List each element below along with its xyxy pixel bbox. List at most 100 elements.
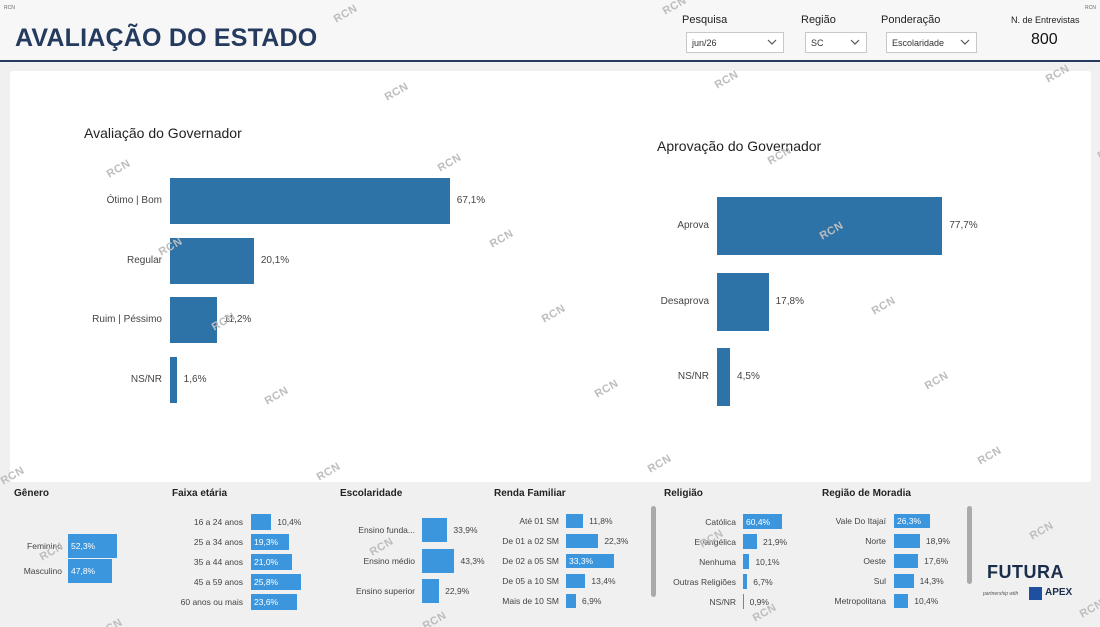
segment-bar <box>894 574 914 588</box>
segment-bar <box>566 514 584 528</box>
segment-value: 10,4% <box>277 517 302 527</box>
value-label: 17,8% <box>775 295 804 307</box>
segment-bar <box>422 548 455 573</box>
bar <box>170 297 217 343</box>
segment-label: De 02 a 05 SM <box>502 556 559 566</box>
segment-label: Masculino <box>23 565 62 576</box>
segment-bar <box>422 518 448 542</box>
bar <box>717 348 731 406</box>
rcn-watermark: RCN <box>1077 597 1100 621</box>
segment-label: 16 a 24 anos <box>193 517 243 527</box>
segment-bar <box>566 594 576 608</box>
value-label: 20,1% <box>260 254 290 266</box>
apex-logo-icon <box>1029 587 1042 600</box>
segment-bar <box>894 554 919 568</box>
value-label: 67,1% <box>456 195 486 206</box>
section-title-renda: Renda Familiar <box>494 488 566 499</box>
value-label: 1,6% <box>183 373 207 385</box>
segment-bar <box>251 594 298 610</box>
regiao-scrollbar[interactable] <box>967 506 972 584</box>
value-label: 77,7% <box>949 220 978 231</box>
corner-mark: RCN <box>1085 5 1096 11</box>
segment-bar <box>894 594 909 608</box>
segment-bar <box>743 534 758 549</box>
segment-label: Nenhuma <box>699 556 736 567</box>
ponderacao-dropdown[interactable]: Escolaridade <box>886 32 977 53</box>
segment-label: Ensino superior <box>355 586 415 596</box>
filter-label-ponderacao: Ponderação <box>881 14 941 26</box>
segment-bar <box>68 534 117 558</box>
category-label: Aprova <box>677 220 709 231</box>
segment-bar <box>566 574 586 588</box>
section-title-religiao: Religião <box>664 488 703 499</box>
segment-label: De 05 a 10 SM <box>502 576 559 586</box>
category-label: Desaprova <box>660 295 709 307</box>
ponderacao-dropdown-value: Escolaridade <box>892 38 945 48</box>
rcn-watermark: RCN <box>1027 519 1056 543</box>
segment-label: 35 a 44 anos <box>193 557 243 567</box>
segment-bar <box>251 554 292 570</box>
partnership-text: partnership with <box>983 591 1019 597</box>
bar <box>717 197 943 255</box>
bar <box>170 178 450 224</box>
chevron-down-icon <box>767 39 777 45</box>
segment-bar <box>251 514 272 530</box>
rcn-watermark: RCN <box>1095 139 1100 163</box>
filter-label-pesquisa: Pesquisa <box>682 14 728 26</box>
segment-value: 18,9% <box>925 536 950 546</box>
segment-value: 14,3% <box>919 576 944 586</box>
regiao-dropdown-value: SC <box>811 38 824 48</box>
page-title: AVALIAÇÃO DO ESTADO <box>15 24 318 52</box>
pesquisa-dropdown[interactable]: jun/26 <box>686 32 784 53</box>
segment-bar <box>566 554 615 568</box>
segment-value: 22,9% <box>445 586 470 596</box>
segment-label: Feminino <box>27 541 62 551</box>
category-label: Regular <box>126 254 162 266</box>
segment-bar <box>743 554 750 569</box>
segment-bar <box>251 574 302 590</box>
segment-label: 60 anos ou mais <box>180 597 243 607</box>
segment-value: 60,4% <box>746 516 771 527</box>
segment-value: 19,3% <box>254 537 279 547</box>
segment-value: 10,1% <box>755 556 780 567</box>
segment-label: Sul <box>873 576 886 586</box>
section-title-genero: Gênero <box>14 488 50 499</box>
bar <box>170 356 177 403</box>
chevron-down-icon <box>850 39 860 45</box>
rcn-watermark: RCN <box>97 616 125 627</box>
chevron-down-icon <box>960 39 970 45</box>
bar <box>717 272 769 331</box>
segment-label: De 01 a 02 SM <box>502 536 559 546</box>
segment-value: 22,3% <box>604 536 629 546</box>
segment-label: Evangélica <box>694 536 736 547</box>
bar <box>170 237 254 284</box>
segment-value: 33,9% <box>453 525 478 535</box>
segment-bar <box>566 534 599 548</box>
governor-evaluation-title: Avaliação do Governador <box>84 125 242 141</box>
value-label: 4,5% <box>737 371 760 382</box>
segment-value: 43,3% <box>460 555 485 566</box>
segment-value: 10,4% <box>914 596 939 606</box>
segment-value: 21,9% <box>763 536 788 547</box>
segment-label: Metropolitana <box>834 596 886 606</box>
segment-label: Outras Religiões <box>673 576 736 587</box>
interviews-label: N. de Entrevistas <box>1011 15 1080 25</box>
segment-label: 25 a 34 anos <box>193 537 243 547</box>
segment-label: Oeste <box>863 556 886 566</box>
segment-label: Vale Do Itajaí <box>835 516 886 526</box>
interviews-value: 800 <box>1031 31 1058 48</box>
apex-logo: APEX <box>1045 587 1073 598</box>
segment-value: 6,9% <box>582 596 602 606</box>
futura-logo: FUTURA <box>987 562 1064 582</box>
religiao-scrollbar[interactable] <box>651 506 656 597</box>
segment-label: Mais de 10 SM <box>502 596 559 606</box>
segment-bar <box>743 594 744 609</box>
segment-value: 25,8% <box>254 577 279 587</box>
segment-label: NS/NR <box>709 596 736 607</box>
segment-label: Católica <box>705 516 736 527</box>
segment-label: 45 a 59 anos <box>193 577 243 587</box>
segment-bar <box>894 534 920 548</box>
segment-value: 33,3% <box>569 556 594 566</box>
segment-value: 6,7% <box>753 576 773 587</box>
regiao-dropdown[interactable]: SC <box>805 32 867 53</box>
